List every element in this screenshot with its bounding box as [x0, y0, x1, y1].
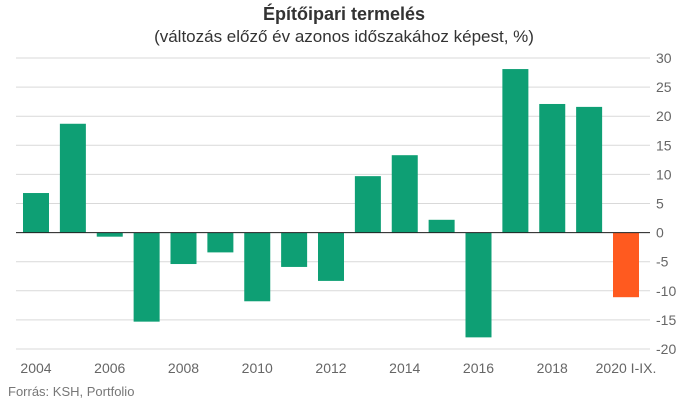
- x-tick-label: 2008: [168, 360, 199, 376]
- x-axis-ticks: 2004 2006 2008 2010 2012 2014 2016 2018 2020 I-I…: [20, 360, 656, 376]
- bar-2011: [281, 232, 308, 267]
- x-tick-label: 2018: [537, 360, 568, 376]
- bars: [23, 69, 639, 338]
- bar-2007: [133, 232, 160, 322]
- bar-2014: [391, 155, 418, 233]
- y-axis-ticks: -20 -15 -10 -5 0 5 10 15 20 25 30: [656, 50, 676, 357]
- bar-2013: [354, 176, 381, 233]
- y-tick-label: 30: [656, 50, 672, 66]
- bar-2008: [170, 232, 197, 265]
- bar-2018: [539, 103, 566, 233]
- bar-2009: [207, 232, 234, 253]
- y-tick-label: 15: [656, 137, 672, 153]
- chart-title: Építőipari termelés: [263, 3, 425, 24]
- y-tick-label: -15: [656, 312, 676, 328]
- y-tick-label: -20: [656, 341, 676, 357]
- x-tick-label: 2004: [20, 360, 51, 376]
- source-note: Forrás: KSH, Portfolio: [8, 384, 134, 399]
- y-tick-label: 10: [656, 166, 672, 182]
- bar-2020-i-ix: [613, 232, 639, 298]
- x-tick-label: 2014: [389, 360, 420, 376]
- bar-2017: [502, 69, 529, 233]
- bar-2005: [59, 123, 86, 233]
- y-tick-label: 20: [656, 108, 672, 124]
- x-tick-label: 2016: [463, 360, 494, 376]
- x-tick-label: 2012: [315, 360, 346, 376]
- y-tick-label: 0: [656, 225, 664, 241]
- bar-2010: [244, 232, 271, 302]
- bar-2006: [96, 232, 123, 237]
- bar-2019: [576, 106, 603, 233]
- x-tick-label: 2006: [94, 360, 125, 376]
- y-tick-label: -5: [656, 254, 669, 270]
- chart-subtitle: (változás előző év azonos időszakához ké…: [154, 27, 534, 46]
- bar-2012: [318, 232, 344, 281]
- y-tick-label: 25: [656, 79, 672, 95]
- bar-2015: [428, 219, 455, 233]
- x-tick-label: 2010: [242, 360, 273, 376]
- bar-2016: [465, 232, 492, 338]
- bar-2004: [23, 193, 49, 233]
- x-tick-label: 2020 I-IX.: [596, 360, 657, 376]
- y-tick-label: -10: [656, 283, 676, 299]
- y-tick-label: 5: [656, 196, 664, 212]
